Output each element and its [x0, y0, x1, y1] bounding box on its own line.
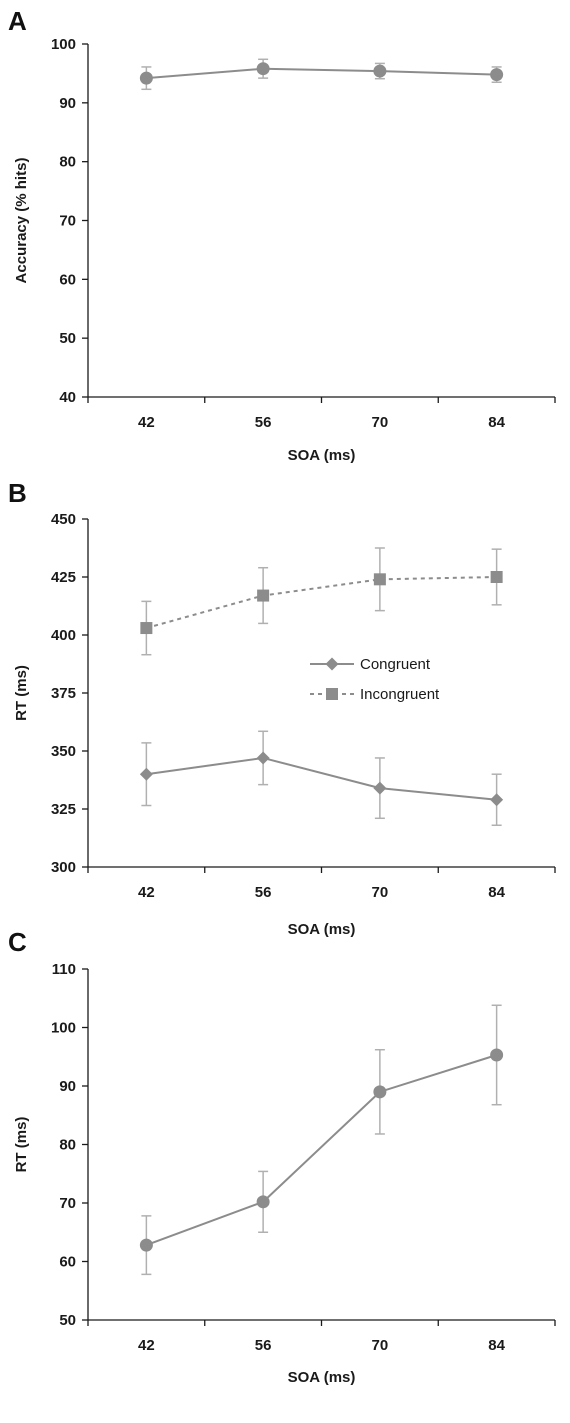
- y-tick-label-c-1: 60: [59, 1254, 76, 1271]
- y-tick-label-c-3: 80: [59, 1137, 76, 1154]
- data-point-b-0-0: [140, 768, 153, 781]
- y-tick-label-b-4: 400: [51, 627, 76, 644]
- x-tick-label-b-0: 42: [138, 884, 155, 901]
- legend-label-1: Incongruent: [360, 686, 440, 703]
- x-tick-label-b-1: 56: [255, 884, 272, 901]
- x-tick-label-c-3: 84: [488, 1337, 505, 1354]
- y-tick-label-a-1: 50: [59, 330, 76, 347]
- data-point-b-0-2: [373, 782, 386, 795]
- panel-letter-c: C: [8, 927, 27, 957]
- data-point-b-1-3: [491, 571, 503, 583]
- data-point-b-0-1: [257, 751, 270, 764]
- data-point-a-0-0: [140, 72, 153, 85]
- y-tick-label-a-4: 80: [59, 154, 76, 171]
- y-axis-title-b: RT (ms): [13, 665, 30, 721]
- series-line-b-0: [146, 758, 496, 800]
- y-tick-label-c-0: 50: [59, 1312, 76, 1329]
- data-point-c-0-0: [140, 1239, 153, 1252]
- series-line-c-0: [146, 1055, 496, 1245]
- x-tick-label-c-0: 42: [138, 1337, 155, 1354]
- x-axis-title-c: SOA (ms): [288, 1369, 356, 1386]
- data-point-c-0-3: [490, 1048, 503, 1061]
- y-axis-title-c: RT (ms): [13, 1117, 30, 1173]
- y-tick-label-a-3: 70: [59, 213, 76, 230]
- series-line-a-0: [146, 69, 496, 78]
- legend-marker-1: [326, 688, 338, 700]
- x-tick-label-b-3: 84: [488, 884, 505, 901]
- x-tick-label-a-0: 42: [138, 414, 155, 431]
- y-tick-label-b-3: 375: [51, 685, 76, 702]
- data-point-a-0-2: [373, 65, 386, 78]
- x-axis-title-b: SOA (ms): [288, 921, 356, 938]
- y-tick-label-c-2: 70: [59, 1195, 76, 1212]
- x-axis-title-a: SOA (ms): [288, 447, 356, 464]
- x-tick-label-c-2: 70: [372, 1337, 389, 1354]
- x-tick-label-b-2: 70: [372, 884, 389, 901]
- data-point-a-0-1: [257, 62, 270, 75]
- data-point-b-1-1: [257, 590, 269, 602]
- data-point-c-0-2: [373, 1085, 386, 1098]
- data-point-b-0-3: [490, 793, 503, 806]
- y-tick-label-b-2: 350: [51, 743, 76, 760]
- y-tick-label-a-6: 100: [51, 36, 76, 53]
- series-line-b-1: [146, 577, 496, 628]
- panel-letter-a: A: [8, 6, 27, 36]
- legend-label-0: Congruent: [360, 656, 431, 673]
- y-tick-label-b-5: 425: [51, 569, 76, 586]
- y-tick-label-b-6: 450: [51, 511, 76, 528]
- data-point-c-0-1: [257, 1195, 270, 1208]
- y-tick-label-a-2: 60: [59, 271, 76, 288]
- x-tick-label-c-1: 56: [255, 1337, 272, 1354]
- x-tick-label-a-2: 70: [372, 414, 389, 431]
- data-point-b-1-0: [140, 622, 152, 634]
- y-tick-label-a-5: 90: [59, 95, 76, 112]
- legend-marker-0: [326, 658, 339, 671]
- data-point-a-0-3: [490, 68, 503, 81]
- y-tick-label-c-5: 100: [51, 1020, 76, 1037]
- y-tick-label-a-0: 40: [59, 389, 76, 406]
- y-tick-label-c-6: 110: [52, 961, 76, 978]
- y-tick-label-b-1: 325: [51, 801, 76, 818]
- y-tick-label-b-0: 300: [51, 859, 76, 876]
- panel-letter-b: B: [8, 478, 27, 508]
- data-point-b-1-2: [374, 573, 386, 585]
- y-axis-title-a: Accuracy (% hits): [13, 158, 30, 284]
- x-tick-label-a-3: 84: [488, 414, 505, 431]
- x-tick-label-a-1: 56: [255, 414, 272, 431]
- y-tick-label-c-4: 90: [59, 1078, 76, 1095]
